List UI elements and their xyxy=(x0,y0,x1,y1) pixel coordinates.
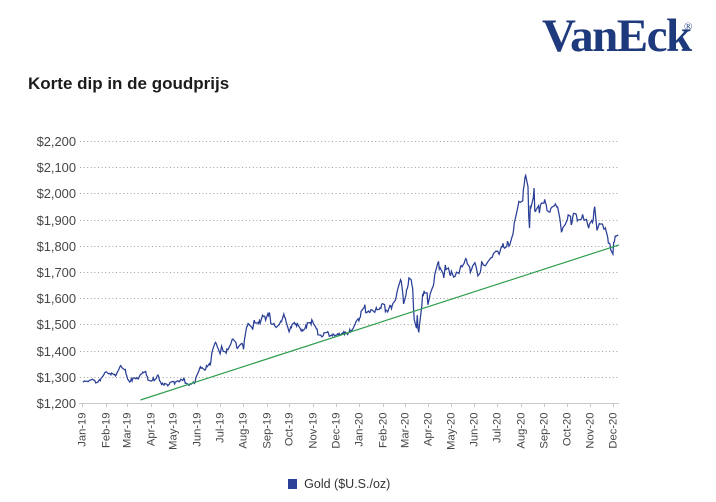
y-axis-label: $1,800 xyxy=(37,239,76,254)
x-axis-label: Jun-20 xyxy=(469,413,481,447)
y-axis-label: $2,100 xyxy=(37,160,76,175)
x-axis-label: Jun-19 xyxy=(192,413,204,447)
x-axis-label: Mar-19 xyxy=(122,413,134,448)
x-axis-label: May-19 xyxy=(168,413,180,450)
x-axis-label: Dec-20 xyxy=(608,413,620,449)
x-axis-label: Feb-20 xyxy=(378,413,390,448)
vaneck-logo: VanEck ® xyxy=(542,10,694,58)
y-axis-label: $1,400 xyxy=(37,344,76,359)
x-axis-label: Apr-20 xyxy=(423,413,435,447)
y-axis-label: $2,200 xyxy=(37,134,76,149)
vaneck-logo-text: VanEck xyxy=(542,10,693,58)
x-axis-label: Jul-19 xyxy=(215,413,227,443)
x-axis-label: Oct-19 xyxy=(284,413,296,447)
x-axis-label: Oct-20 xyxy=(562,413,574,447)
x-axis-label: Mar-20 xyxy=(400,413,412,448)
x-axis-label: Nov-20 xyxy=(585,413,597,449)
trend-line xyxy=(140,244,620,401)
legend-label-gold: Gold ($U.S./oz) xyxy=(304,477,391,491)
chart-title: Korte dip in de goudprijs xyxy=(28,74,230,93)
x-axis-label: Apr-19 xyxy=(146,413,158,447)
x-axis-label: Aug-20 xyxy=(516,413,528,449)
y-axis-label: $1,500 xyxy=(37,317,76,332)
x-axis-label: Jul-20 xyxy=(492,413,504,443)
chart-legend: Gold ($U.S./oz) xyxy=(0,477,697,491)
x-axis-label: Aug-19 xyxy=(238,413,250,449)
x-axis-label: Nov-19 xyxy=(308,413,320,449)
y-axis-label: $1,700 xyxy=(37,265,76,280)
y-axis-label: $2,000 xyxy=(37,186,76,201)
x-axis-label: Sep-19 xyxy=(262,413,274,449)
x-axis-label: Dec-19 xyxy=(331,413,343,449)
legend-swatch-gold xyxy=(287,479,298,489)
y-axis-label: $1,600 xyxy=(37,291,76,306)
y-axis-label: $1,300 xyxy=(37,370,76,385)
x-axis-label: Feb-19 xyxy=(101,413,113,448)
x-axis-label: Jan-19 xyxy=(77,413,89,447)
x-axis-label: Sep-20 xyxy=(539,413,551,449)
x-axis-label: May-20 xyxy=(446,413,458,450)
gold-price-line xyxy=(82,173,619,387)
y-axis-label: $1,200 xyxy=(37,396,76,411)
x-axis-label: Jan-20 xyxy=(354,413,366,447)
registered-trademark-icon: ® xyxy=(684,21,692,33)
y-axis-label: $1,900 xyxy=(37,213,76,228)
